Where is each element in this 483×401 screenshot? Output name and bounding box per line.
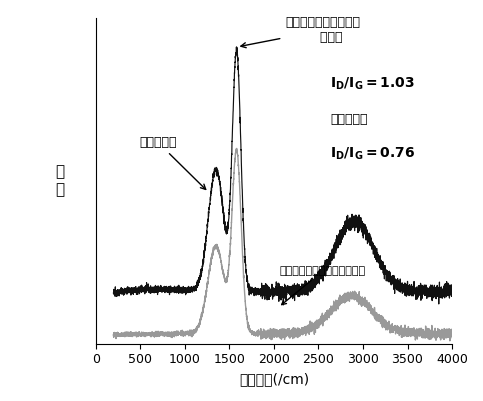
Text: $\mathbf{I_D}$/$\mathbf{I_G}$$\mathbf{=0.76}$: $\mathbf{I_D}$/$\mathbf{I_G}$$\mathbf{=0…	[330, 146, 415, 162]
Text: 强
度: 强 度	[56, 165, 65, 197]
X-axis label: 拉曼位移(/cm): 拉曼位移(/cm)	[239, 372, 309, 386]
Text: 具有炭缺陷位点结构的生物炭: 具有炭缺陷位点结构的生物炭	[280, 266, 366, 305]
Text: 具有炭缺陷位点结构的
    生物炭: 具有炭缺陷位点结构的 生物炭	[241, 16, 360, 48]
Text: 原状生物炭: 原状生物炭	[330, 113, 368, 126]
Text: $\mathbf{I_D}$/$\mathbf{I_G}$$\mathbf{=1.03}$: $\mathbf{I_D}$/$\mathbf{I_G}$$\mathbf{=1…	[330, 76, 414, 92]
Text: 原状生物炭: 原状生物炭	[139, 136, 206, 189]
